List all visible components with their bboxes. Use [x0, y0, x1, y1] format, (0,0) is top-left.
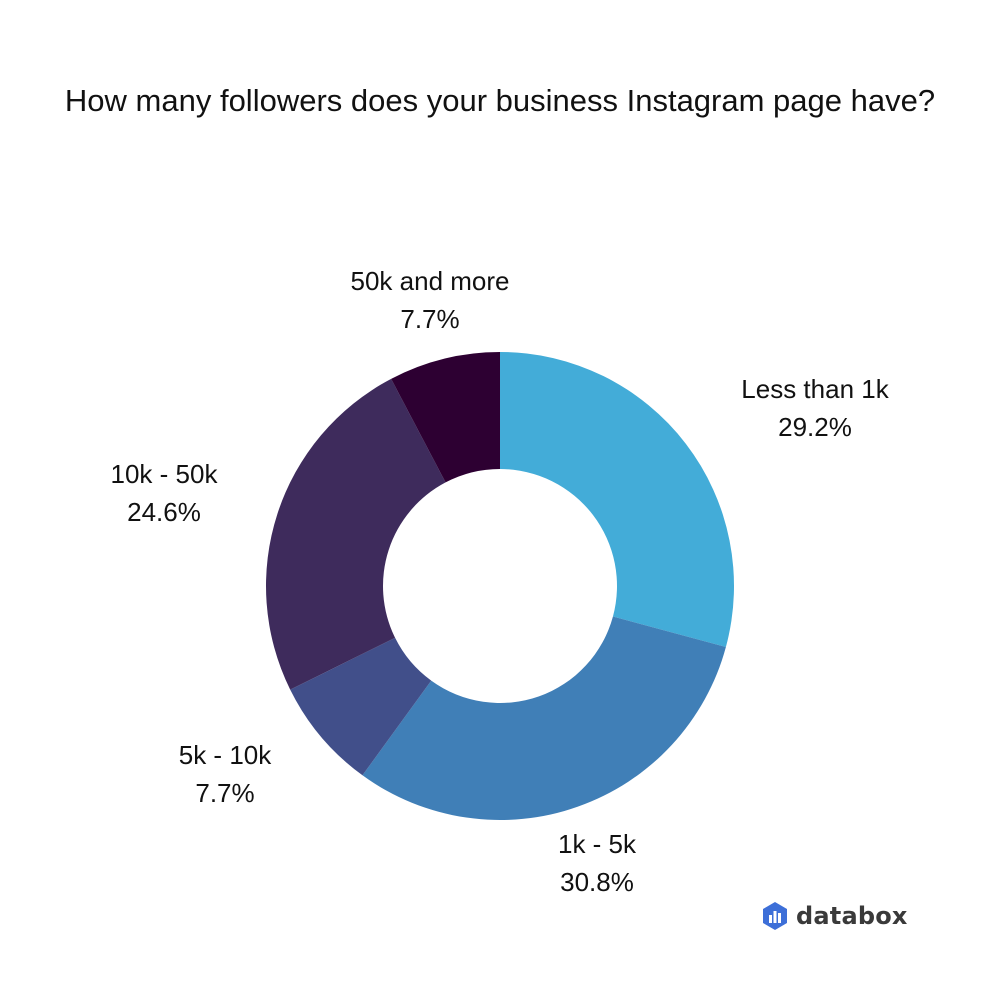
slice-less-than-1k	[500, 351, 734, 648]
slice-label-10k-50k: 10k - 50k	[111, 459, 219, 489]
slice-label-1k-5k: 1k - 5k	[558, 829, 637, 859]
slice-labels: Less than 1k 29.2% 1k - 5k 30.8% 5k - 10k 7.7…	[111, 266, 890, 897]
slice-label-5k-10k: 5k - 10k	[179, 740, 272, 770]
slice-value-less-than-1k: 29.2%	[778, 412, 852, 442]
chart-title: How many followers does your business In…	[64, 83, 936, 118]
slice-10k-50k	[266, 378, 446, 690]
slice-50k-and-more	[391, 352, 500, 483]
brand-name: databox	[796, 902, 908, 930]
slice-value-5k-10k: 7.7%	[195, 778, 254, 808]
slice-label-50k-and-more: 50k and more	[351, 266, 510, 296]
slice-5k-10k	[290, 637, 432, 776]
slice-value-10k-50k: 24.6%	[127, 497, 201, 527]
donut-slices	[266, 351, 734, 821]
databox-logo-icon	[763, 902, 787, 930]
brand-logo: databox	[762, 898, 908, 934]
slice-value-1k-5k: 30.8%	[560, 867, 634, 897]
slice-label-less-than-1k: Less than 1k	[741, 374, 889, 404]
slice-value-50k-and-more: 7.7%	[400, 304, 459, 334]
slice-1k-5k	[362, 616, 726, 821]
